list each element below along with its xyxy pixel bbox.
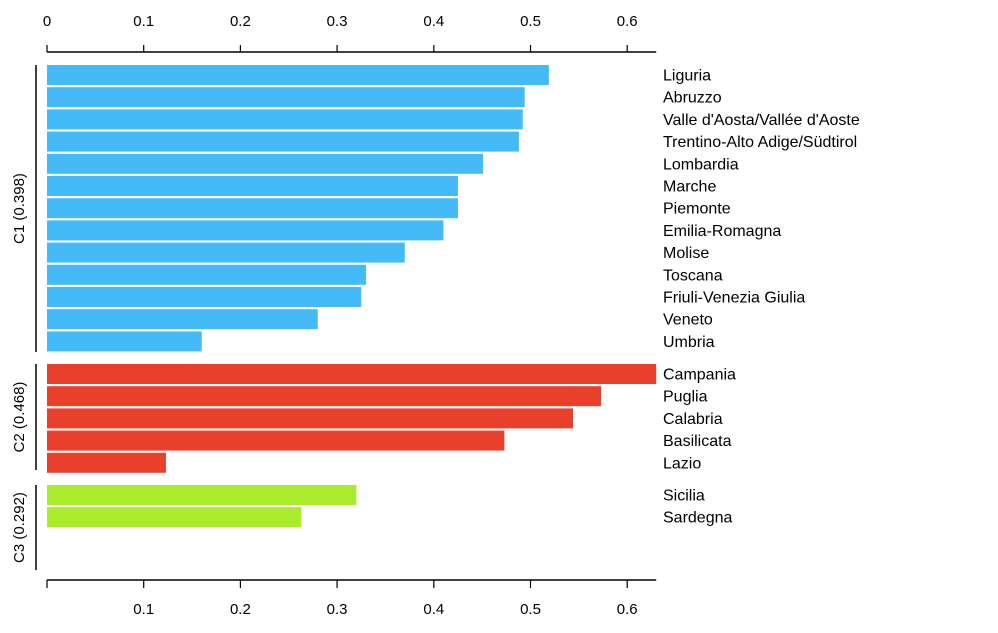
group-label: C2 (0.468) xyxy=(11,382,28,453)
bar xyxy=(47,109,523,130)
bar xyxy=(47,331,202,352)
x-tick-label-top: 0.2 xyxy=(230,13,251,30)
bar-groups: C1 (0.398) Liguria Abruzzo Valle d'Aosta/Va… xyxy=(11,65,860,570)
x-tick-label-bottom: 0.1 xyxy=(133,601,154,618)
bar xyxy=(47,65,549,85)
category-label: Basilicata xyxy=(663,433,732,450)
category-label: Friuli-Venezia Giulia xyxy=(663,290,805,307)
category-label: Veneto xyxy=(663,312,713,329)
bar xyxy=(47,176,458,196)
bar xyxy=(47,220,444,241)
bar xyxy=(47,430,505,451)
x-tick-label-top: 0.5 xyxy=(520,13,541,30)
x-tick-label-bottom: 0.4 xyxy=(423,601,444,618)
x-tick-label-top: 0 xyxy=(43,13,51,30)
category-label: Puglia xyxy=(663,389,708,406)
x-tick-label-bottom: 0.2 xyxy=(230,601,251,618)
bar xyxy=(47,408,574,429)
x-tick-label-top: 0.1 xyxy=(133,13,154,30)
bar-group: C2 (0.468) Campania Puglia Calabria Basilica… xyxy=(11,364,736,473)
category-label: Lazio xyxy=(663,455,701,472)
category-label: Lombardia xyxy=(663,156,739,173)
bar xyxy=(47,386,602,407)
x-axis-top: 0 0.1 0.2 0.3 0.4 0.5 0.6 xyxy=(43,13,657,53)
x-tick-label-bottom: 0.3 xyxy=(327,601,348,618)
category-label: Trentino-Alto Adige/Südtirol xyxy=(663,134,857,151)
bar xyxy=(47,264,367,285)
category-label: Calabria xyxy=(663,411,723,428)
bar xyxy=(47,452,166,473)
bar xyxy=(47,87,525,108)
category-label: Umbria xyxy=(663,334,715,351)
category-label: Abruzzo xyxy=(663,90,722,107)
category-label: Marche xyxy=(663,179,716,196)
category-label: Valle d'Aosta/Vallée d'Aoste xyxy=(663,112,860,129)
category-label: Liguria xyxy=(663,68,711,85)
category-label: Sicilia xyxy=(663,488,705,505)
x-tick-label-bottom: 0.5 xyxy=(520,601,541,618)
bar xyxy=(47,309,318,330)
category-label: Sardegna xyxy=(663,510,732,527)
category-label: Emilia-Romagna xyxy=(663,223,781,240)
category-label: Campania xyxy=(663,367,736,384)
group-label: C3 (0.292) xyxy=(11,492,28,563)
bar xyxy=(47,364,657,384)
x-tick-label-bottom: 0.6 xyxy=(617,601,638,618)
x-tick-label-top: 0.6 xyxy=(617,13,638,30)
bar xyxy=(47,287,362,307)
bar xyxy=(47,153,484,174)
bar-group: C1 (0.398) Liguria Abruzzo Valle d'Aosta/Va… xyxy=(11,65,860,352)
x-tick-label-top: 0.3 xyxy=(327,13,348,30)
category-label: Piemonte xyxy=(663,201,731,218)
bar-group: C3 (0.292) Sicilia Sardegna xyxy=(11,485,732,570)
category-label: Toscana xyxy=(663,267,723,284)
x-tick-label-top: 0.4 xyxy=(423,13,444,30)
bar xyxy=(47,507,302,528)
bar xyxy=(47,198,458,219)
group-label: C1 (0.398) xyxy=(11,173,28,244)
bar xyxy=(47,485,357,505)
x-axis-bottom: 0.1 0.2 0.3 0.4 0.5 0.6 xyxy=(46,579,657,618)
bar xyxy=(47,131,519,152)
category-label: Molise xyxy=(663,245,709,262)
bar xyxy=(47,242,405,263)
